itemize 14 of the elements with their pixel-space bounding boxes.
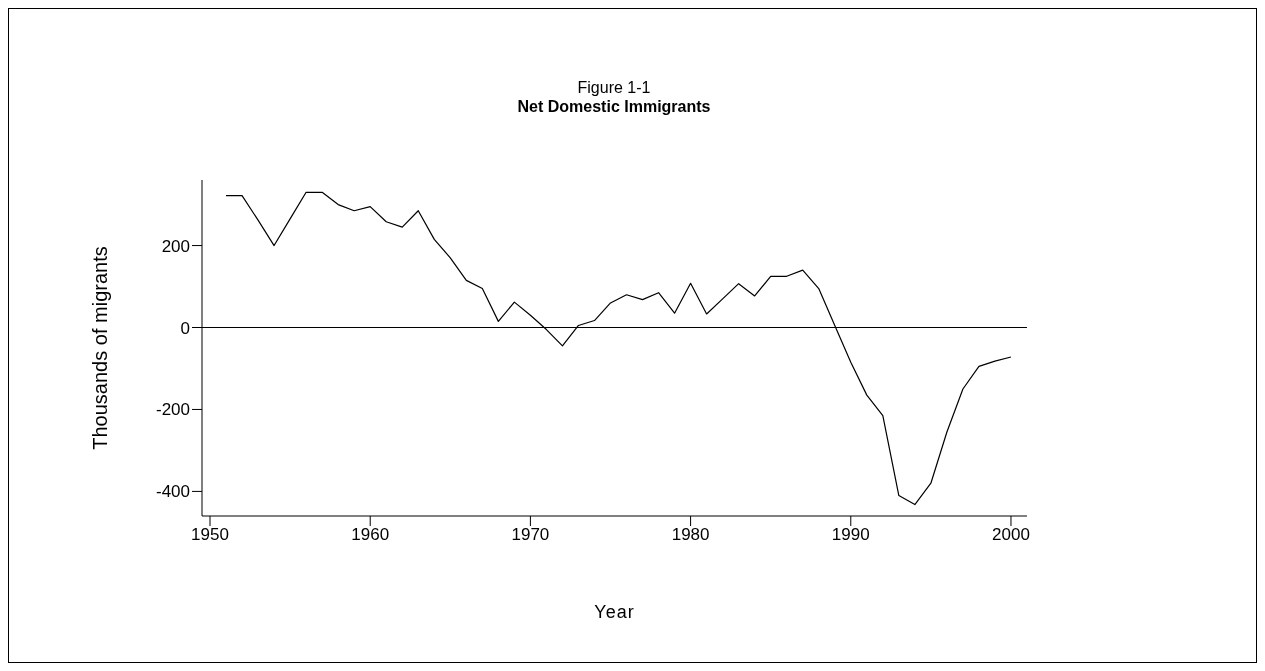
x-axis-title: Year: [593, 602, 636, 623]
y-tick-label: 0: [180, 318, 190, 338]
y-tick-label: 200: [161, 236, 190, 256]
chart-subtitle: Figure 1-1: [576, 79, 652, 97]
x-tick-label: 2000: [992, 525, 1030, 545]
x-tick-label: 1950: [191, 525, 229, 545]
y-tick-label: -400: [155, 482, 190, 502]
y-axis-title: Thousands of migrants: [88, 246, 112, 450]
chart-title: Net Domestic Immigrants: [516, 98, 712, 116]
x-tick-label: 1960: [351, 525, 390, 545]
x-tick-label: 1990: [831, 525, 870, 545]
x-tick-label: 1980: [671, 525, 710, 545]
x-tick-label: 1970: [511, 525, 550, 545]
y-tick-label: -200: [155, 400, 190, 420]
